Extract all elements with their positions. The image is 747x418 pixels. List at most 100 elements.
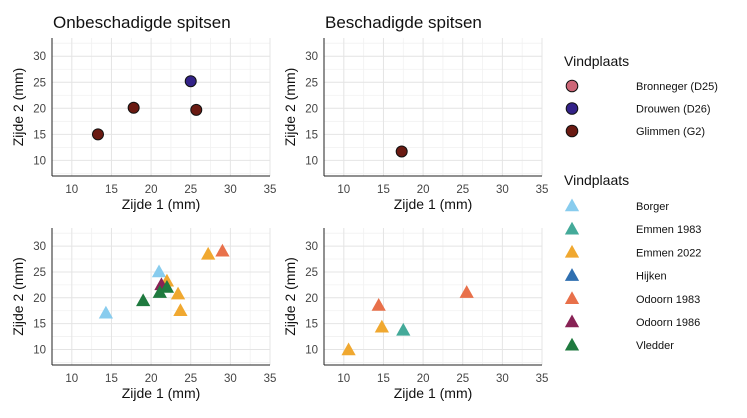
y-tick-label: 10	[33, 344, 46, 356]
data-point	[184, 75, 197, 88]
legend-label: Vledder	[636, 340, 674, 352]
legend-label: Hijken	[636, 271, 667, 283]
x-tick-label: 35	[264, 184, 277, 196]
legend-key	[564, 337, 580, 351]
y-tick-label: 30	[33, 241, 46, 253]
x-tick-label: 25	[456, 373, 469, 385]
y-tick-label: 20	[305, 293, 318, 305]
legend-key	[564, 244, 580, 258]
legend-key	[565, 124, 579, 138]
data-point	[170, 286, 186, 300]
y-tick-label: 15	[33, 129, 46, 141]
y-tick-label: 30	[305, 51, 318, 63]
x-axis-title: Zijde 1 (mm)	[122, 385, 201, 401]
x-axis-title: Zijde 1 (mm)	[394, 196, 473, 212]
legend-label: Borger	[636, 201, 669, 213]
x-axis-title: Zijde 1 (mm)	[122, 196, 201, 212]
x-axis-title: Zijde 1 (mm)	[394, 385, 473, 401]
y-tick-label: 10	[33, 155, 46, 167]
y-axis-title: Zijde 2 (mm)	[10, 68, 26, 147]
panel-title: Onbeschadigde spitsen	[53, 13, 231, 32]
data-point	[374, 319, 389, 333]
x-tick-label: 10	[65, 184, 78, 196]
y-tick-label: 30	[33, 51, 46, 63]
x-tick-label: 15	[105, 184, 118, 196]
x-tick-label: 30	[496, 184, 509, 196]
panel-4: 10 15 20 25 30 35 10 15 20 25 30 Zijde 1 (mm) Zijde …	[282, 228, 548, 401]
y-tick-label: 15	[33, 319, 46, 331]
y-tick-label: 15	[305, 319, 318, 331]
y-tick-label: 15	[305, 129, 318, 141]
x-tick-label: 15	[377, 184, 390, 196]
data-point	[127, 101, 140, 114]
y-tick-label: 25	[33, 77, 46, 89]
legend-label: Odoorn 1983	[636, 294, 700, 306]
y-tick-label: 30	[305, 241, 318, 253]
x-tick-label: 20	[417, 373, 430, 385]
y-axis-title: Zijde 2 (mm)	[282, 68, 298, 147]
y-axis-title: Zijde 2 (mm)	[10, 257, 26, 336]
x-tick-label: 30	[496, 373, 509, 385]
legend-triangles: Vindplaats Borger Emmen 1983 Emmen 2022 Hijk…	[564, 172, 701, 352]
legend-circles: Vindplaats Bronneger (D25) Drouwen (D26) Gl…	[564, 53, 718, 138]
y-tick-label: 10	[305, 344, 318, 356]
data-point	[136, 293, 151, 307]
panel-2: 10 15 20 25 30 35 10 15 20 25 30 Beschadigde spitse…	[282, 13, 548, 212]
panel-title: Beschadigde spitsen	[325, 13, 482, 32]
y-tick-label: 20	[33, 293, 46, 305]
data-point	[371, 298, 386, 311]
legend-key	[565, 102, 579, 115]
data-point	[341, 342, 356, 356]
legend-label: Bronneger (D25)	[636, 81, 718, 93]
x-tick-label: 20	[417, 184, 430, 196]
data-point	[152, 285, 167, 298]
legend-title: Vindplaats	[564, 172, 629, 188]
x-tick-label: 10	[337, 184, 350, 196]
data-point	[201, 246, 216, 260]
data-point	[190, 103, 203, 116]
x-tick-label: 35	[264, 373, 277, 385]
x-tick-label: 10	[65, 373, 78, 385]
data-point	[159, 279, 175, 293]
legend-key	[564, 198, 580, 212]
legend-label: Emmen 2022	[636, 247, 701, 259]
legend-key	[564, 291, 580, 305]
panel-1: 10 15 20 25 30 35 10 15 20 25 30 Onbeschadigde spit…	[10, 13, 276, 212]
y-tick-label: 10	[305, 155, 318, 167]
x-tick-label: 30	[224, 184, 237, 196]
data-point	[151, 264, 167, 278]
panel-3: 10 15 20 25 30 35 10 15 20 25 30 Zijde 1 (mm) Zijde …	[10, 228, 276, 401]
legend-label: Glimmen (G2)	[636, 126, 705, 138]
x-tick-label: 15	[105, 373, 118, 385]
data-point	[395, 145, 408, 158]
legend-label: Drouwen (D26)	[636, 104, 711, 116]
y-tick-label: 20	[33, 103, 46, 115]
y-tick-label: 25	[305, 267, 318, 279]
y-tick-label: 20	[305, 103, 318, 115]
legend-key	[564, 268, 580, 281]
data-point	[215, 243, 230, 257]
x-tick-label: 35	[536, 184, 549, 196]
legend-label: Odoorn 1986	[636, 317, 700, 329]
x-tick-label: 20	[145, 373, 158, 385]
data-point	[91, 128, 104, 141]
x-tick-label: 15	[377, 373, 390, 385]
legend-key	[564, 221, 580, 235]
data-point	[459, 285, 474, 298]
legend-label: Emmen 1983	[636, 224, 701, 236]
data-point	[173, 303, 188, 316]
x-tick-label: 20	[145, 184, 158, 196]
legend-key	[565, 79, 579, 93]
x-tick-label: 30	[224, 373, 237, 385]
x-tick-label: 25	[184, 373, 197, 385]
x-tick-label: 35	[536, 373, 549, 385]
x-tick-label: 10	[337, 373, 350, 385]
legend-key	[564, 314, 580, 328]
data-point	[396, 322, 411, 336]
x-tick-label: 25	[184, 184, 197, 196]
y-tick-label: 25	[33, 267, 46, 279]
y-tick-label: 25	[305, 77, 318, 89]
legend-title: Vindplaats	[564, 53, 629, 69]
x-tick-label: 25	[456, 184, 469, 196]
